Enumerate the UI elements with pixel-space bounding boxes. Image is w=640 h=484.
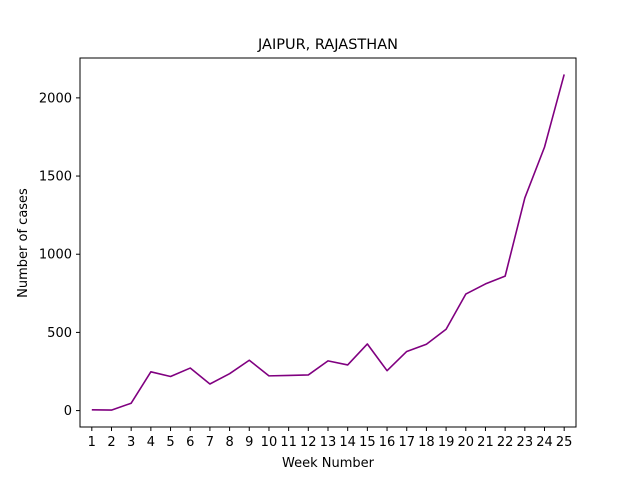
x-tick-label: 4 <box>147 435 155 450</box>
x-tick-label: 23 <box>517 435 534 450</box>
x-tick-label: 9 <box>245 435 253 450</box>
x-tick-label: 5 <box>166 435 174 450</box>
x-tick-label: 8 <box>225 435 233 450</box>
x-tick-label: 15 <box>359 435 376 450</box>
plot-layer: 1 2 3 4 5 6 7 8 9 10 11 12 13 14 15 16 17 18 19 20 21 22 23 24 2… <box>39 57 577 450</box>
x-tick-label: 24 <box>536 435 553 450</box>
x-tick-label: 19 <box>438 435 455 450</box>
y-axis-label: Number of cases <box>16 188 31 298</box>
x-tick-label: 13 <box>320 435 337 450</box>
x-axis-label: Week Number <box>282 456 375 471</box>
x-tick-label: 22 <box>497 435 514 450</box>
y-tick-label: 2000 <box>39 91 72 106</box>
x-tick-label: 2 <box>107 435 115 450</box>
x-tick-label: 1 <box>88 435 96 450</box>
x-tick-label: 25 <box>556 435 573 450</box>
x-tick-label: 6 <box>186 435 194 450</box>
x-tick-label: 11 <box>280 435 297 450</box>
x-tick-label: 3 <box>127 435 135 450</box>
series-line-1 <box>91 74 565 411</box>
y-tick-label: 1000 <box>39 248 72 263</box>
y-tick-label: 1500 <box>39 170 72 185</box>
x-tick-label: 10 <box>261 435 278 450</box>
x-tick-label: 18 <box>418 435 435 450</box>
x-tick-label: 14 <box>339 435 356 450</box>
x-tick-label: 7 <box>206 435 214 450</box>
x-tick-label: 17 <box>398 435 415 450</box>
y-tick-label: 500 <box>47 326 72 341</box>
chart-title: JAIPUR, RAJASTHAN <box>257 37 398 53</box>
x-tick-label: 16 <box>379 435 396 450</box>
x-tick-label: 20 <box>458 435 475 450</box>
y-tick-label: 0 <box>64 404 72 419</box>
x-tick-label: 12 <box>300 435 317 450</box>
x-tick-label: 21 <box>477 435 494 450</box>
